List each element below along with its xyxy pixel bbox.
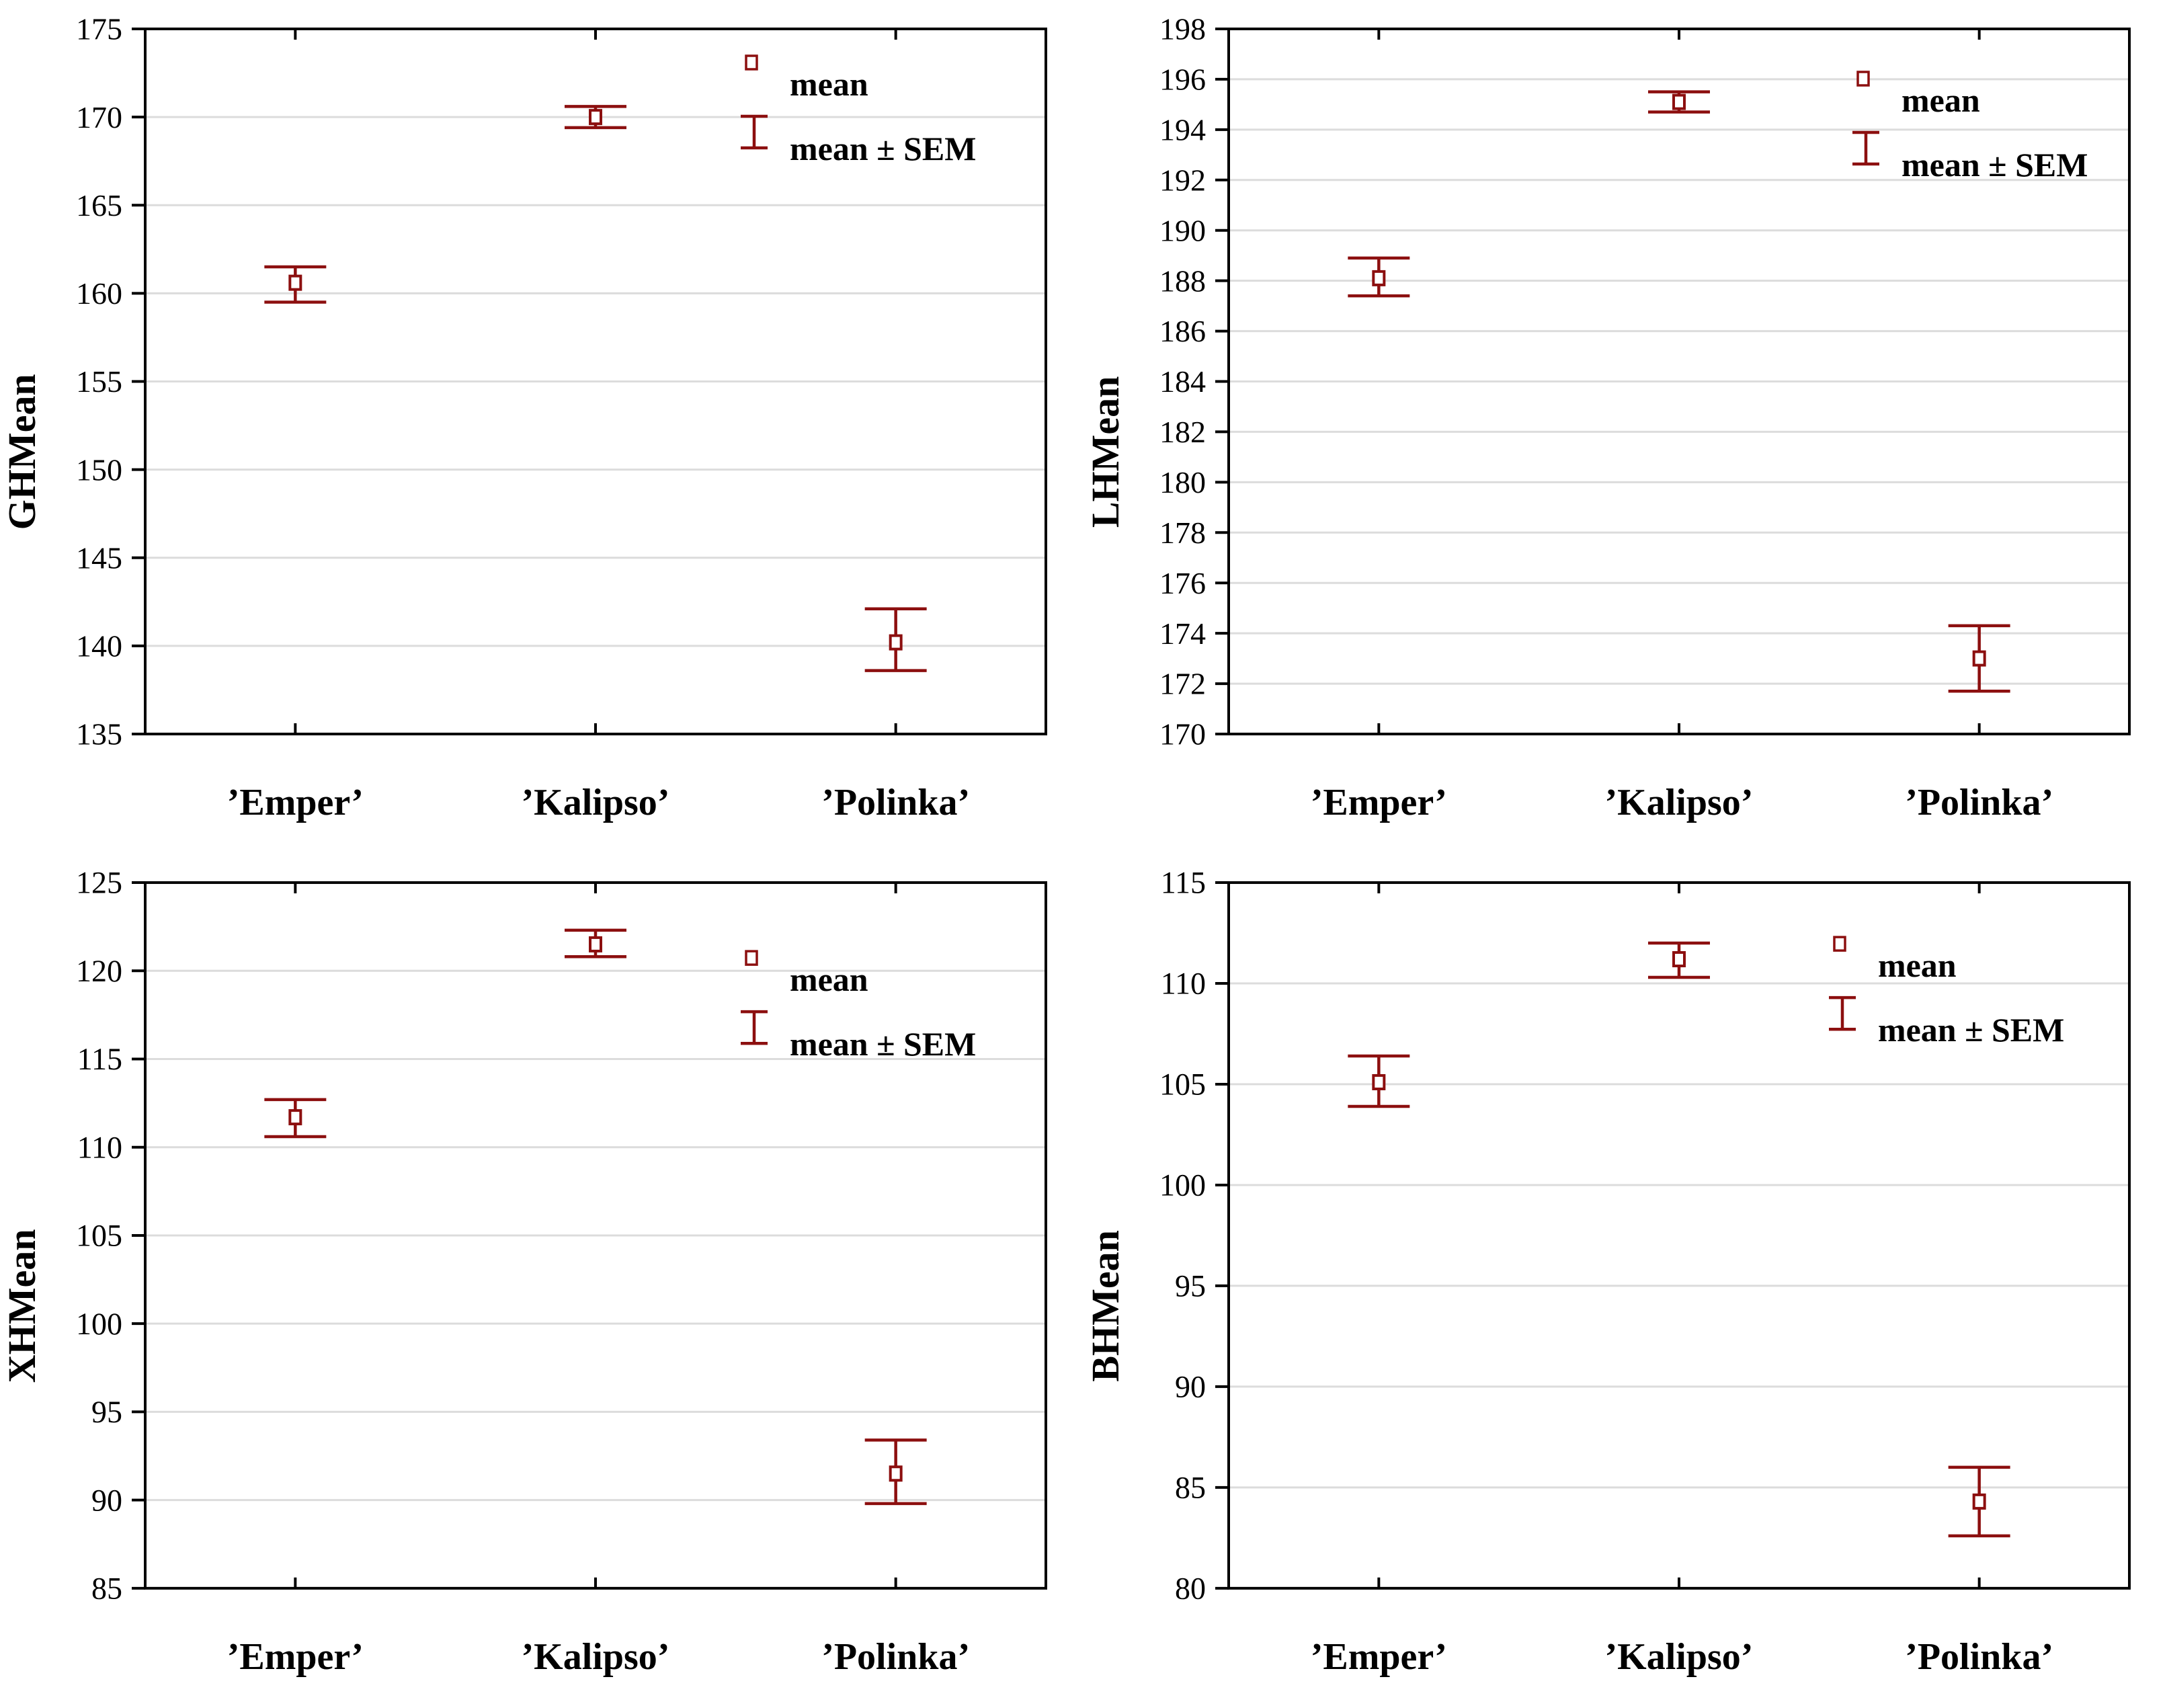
- x-category-label: ’Kalipso’: [1605, 782, 1754, 823]
- chart-panel-lhmean: 170 172 174 176 178 180 182 184 186 188 190 192 194 1…: [1084, 0, 2167, 854]
- x-category-label: ’Kalipso’: [1605, 1636, 1754, 1678]
- legend-mean-label: mean: [790, 961, 868, 998]
- y-axis-tick-label: 196: [1159, 63, 1206, 97]
- y-axis-tick-label: 155: [76, 364, 122, 399]
- legend-sem-label: mean ± SEM: [790, 130, 976, 167]
- mean-marker: [1372, 270, 1386, 286]
- x-category-label: ’Kalipso’: [522, 1636, 670, 1678]
- y-axis-tick-label: 188: [1159, 263, 1206, 298]
- y-axis-tick-label: 170: [1159, 717, 1206, 751]
- y-axis-tick-label: 135: [76, 717, 122, 751]
- legend-errorbar-icon: [1852, 130, 1879, 166]
- legend-errorbar-icon: [741, 1010, 768, 1045]
- x-category-label: ’Emper’: [227, 1636, 364, 1678]
- legend-mean-label: mean: [1878, 946, 1957, 984]
- chart-svg-bhmean: 80 85 90 95 100 105 110 115 ’Emper’ ’Kalipso’ ’Pol…: [1084, 866, 2131, 1678]
- y-axis-tick-label: 172: [1159, 667, 1206, 701]
- mean-marker: [589, 109, 602, 126]
- y-axis-tick-label: 95: [91, 1395, 122, 1429]
- y-axis-tick-label: 85: [1175, 1471, 1206, 1505]
- x-category-label: ’Kalipso’: [522, 782, 670, 823]
- y-axis-title: LHMean: [1084, 376, 1127, 528]
- y-axis-tick-label: 160: [76, 276, 122, 311]
- x-category-label: ’Emper’: [227, 782, 364, 823]
- y-axis-title: BHMean: [1084, 1230, 1127, 1382]
- y-axis-tick-label: 120: [76, 954, 122, 988]
- y-axis-tick-label: 110: [77, 1130, 122, 1164]
- mean-marker: [889, 1465, 903, 1482]
- y-axis-tick-label: 145: [76, 540, 122, 575]
- x-category-label: ’Polinka’: [1905, 782, 2053, 823]
- y-axis-tick-label: 184: [1159, 364, 1206, 399]
- y-axis-tick-label: 194: [1159, 112, 1206, 147]
- y-axis-tick-label: 90: [91, 1483, 122, 1517]
- y-axis-tick-label: 115: [1161, 866, 1206, 900]
- chart-panel-bhmean: 80 85 90 95 100 105 110 115 ’Emper’ ’Kalipso’ ’Pol…: [1084, 854, 2167, 1708]
- plot-frame: [1227, 881, 2131, 1590]
- y-axis-tick-label: 110: [1161, 967, 1206, 1001]
- x-category-label: ’Polinka’: [1905, 1636, 2053, 1678]
- legend-mean-marker-icon: [1833, 936, 1846, 952]
- legend-sem-label: mean ± SEM: [790, 1025, 976, 1063]
- y-axis-tick-label: 170: [76, 100, 122, 134]
- legend-errorbar-icon: [741, 114, 768, 150]
- y-axis-tick-label: 180: [1159, 465, 1206, 499]
- legend-mean-label: mean: [790, 65, 868, 103]
- y-axis-tick-label: 175: [76, 12, 122, 46]
- mean-marker: [288, 1109, 302, 1126]
- x-category-label: ’Polinka’: [821, 1636, 970, 1678]
- chart-panel-xhmean: 85 90 95 100 105 110 115 120 125 ’Emper’ ’Kalipso’…: [0, 854, 1084, 1708]
- y-axis-title: XHMean: [0, 1229, 44, 1383]
- legend-mean-marker-icon: [745, 950, 758, 966]
- mean-marker: [589, 936, 602, 952]
- y-axis-tick-label: 174: [1159, 616, 1206, 651]
- x-category-label: ’Polinka’: [821, 782, 970, 823]
- legend-sem-label: mean ± SEM: [1902, 146, 2088, 184]
- mean-marker: [1972, 1493, 1986, 1510]
- y-axis-tick-label: 105: [76, 1219, 122, 1253]
- chart-svg-xhmean: 85 90 95 100 105 110 115 120 125 ’Emper’ ’Kalipso’…: [0, 866, 1047, 1678]
- y-axis-title: GHMean: [0, 374, 44, 530]
- chart-svg-ghmean: 135 140 145 150 155 160 165 170 175 ’Emper’ ’Kalip…: [0, 12, 1047, 823]
- mean-marker: [1972, 650, 1986, 667]
- y-axis-tick-label: 140: [76, 629, 122, 663]
- mean-marker: [1672, 93, 1686, 110]
- chart-svg-lhmean: 170 172 174 176 178 180 182 184 186 188 190 192 194 1…: [1084, 12, 2131, 823]
- y-axis-tick-label: 182: [1159, 415, 1206, 449]
- y-axis-tick-label: 178: [1159, 516, 1206, 550]
- y-axis-tick-label: 125: [76, 866, 122, 900]
- mean-marker: [889, 634, 903, 651]
- legend-errorbar-icon: [1829, 995, 1856, 1031]
- y-axis-tick-label: 100: [76, 1307, 122, 1341]
- y-axis-tick-label: 186: [1159, 314, 1206, 348]
- y-axis-tick-label: 105: [1159, 1067, 1206, 1102]
- y-axis-tick-label: 85: [91, 1571, 122, 1605]
- y-axis-tick-label: 198: [1159, 12, 1206, 46]
- legend-mean-marker-icon: [1856, 71, 1870, 87]
- x-category-label: ’Emper’: [1311, 782, 1447, 823]
- legend-sem-label: mean ± SEM: [1878, 1011, 2064, 1049]
- y-axis-tick-label: 115: [77, 1042, 122, 1076]
- legend-mean-label: mean: [1902, 81, 1980, 119]
- y-axis-tick-label: 165: [76, 188, 122, 222]
- legend-mean-marker-icon: [745, 54, 758, 71]
- mean-marker: [1672, 951, 1686, 968]
- chart-panel-ghmean: 135 140 145 150 155 160 165 170 175 ’Emper’ ’Kalip…: [0, 0, 1084, 854]
- y-axis-tick-label: 80: [1175, 1571, 1206, 1605]
- y-axis-tick-label: 192: [1159, 163, 1206, 197]
- y-axis-tick-label: 190: [1159, 213, 1206, 247]
- mean-marker: [1372, 1073, 1386, 1090]
- y-axis-tick-label: 95: [1175, 1269, 1206, 1303]
- y-axis-tick-label: 176: [1159, 566, 1206, 600]
- mean-marker: [288, 274, 302, 291]
- y-axis-tick-label: 100: [1159, 1168, 1206, 1203]
- y-axis-tick-label: 90: [1175, 1370, 1206, 1404]
- x-category-label: ’Emper’: [1311, 1636, 1447, 1678]
- y-axis-tick-label: 150: [76, 452, 122, 487]
